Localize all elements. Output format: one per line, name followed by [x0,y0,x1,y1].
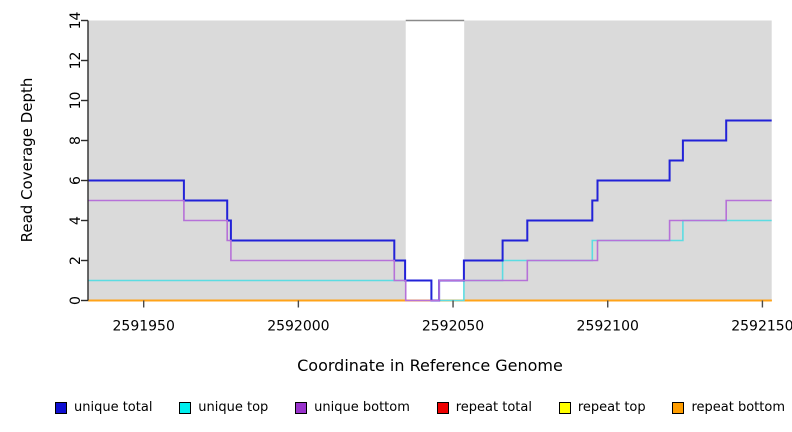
y-tick-label: 8 [68,136,84,145]
legend-swatch-unique-total [55,401,67,414]
legend: unique total unique top unique bottom repea… [55,400,785,415]
legend-swatch-unique-top [179,401,192,414]
x-tick-label: 2592000 [267,319,329,335]
legend-item-repeat-total: repeat total [436,400,532,415]
y-tick-label: 10 [68,92,84,110]
legend-label: unique bottom [314,400,410,415]
legend-item-unique-top: unique top [179,400,268,415]
series-line-unique-total [88,119,772,302]
y-tick-label: 2 [68,256,84,265]
legend-label: repeat bottom [691,400,785,415]
highlight-band [405,20,465,301]
legend-label: unique top [198,400,269,415]
legend-swatch-unique-bottom [295,401,308,414]
legend-swatch-repeat-bottom [672,401,685,414]
legend-item-repeat-bottom: repeat bottom [672,400,785,415]
y-tick-label: 12 [68,52,84,70]
x-tick-label: 2592050 [422,319,484,335]
series-line-unique-bottom [88,199,772,302]
x-tick-label: 2592100 [577,319,639,335]
y-tick-label: 0 [68,296,84,305]
y-axis-title: Read Coverage Depth [18,77,36,243]
x-tick-label: 2592150 [731,319,792,335]
legend-label: repeat top [577,400,646,415]
legend-item-unique-total: unique total [55,400,152,415]
legend-label: repeat total [455,400,532,415]
legend-swatch-repeat-total [436,401,449,414]
y-tick-label: 4 [68,216,84,225]
x-axis-title: Coordinate in Reference Genome [297,356,563,375]
y-tick-label: 6 [68,176,84,185]
y-tick-label: 14 [68,12,84,30]
legend-label: unique total [74,400,153,415]
legend-item-unique-bottom: unique bottom [295,400,410,415]
legend-swatch-repeat-top [558,401,571,414]
legend-item-repeat-top: repeat top [558,400,646,415]
x-tick-label: 2591950 [113,319,175,335]
